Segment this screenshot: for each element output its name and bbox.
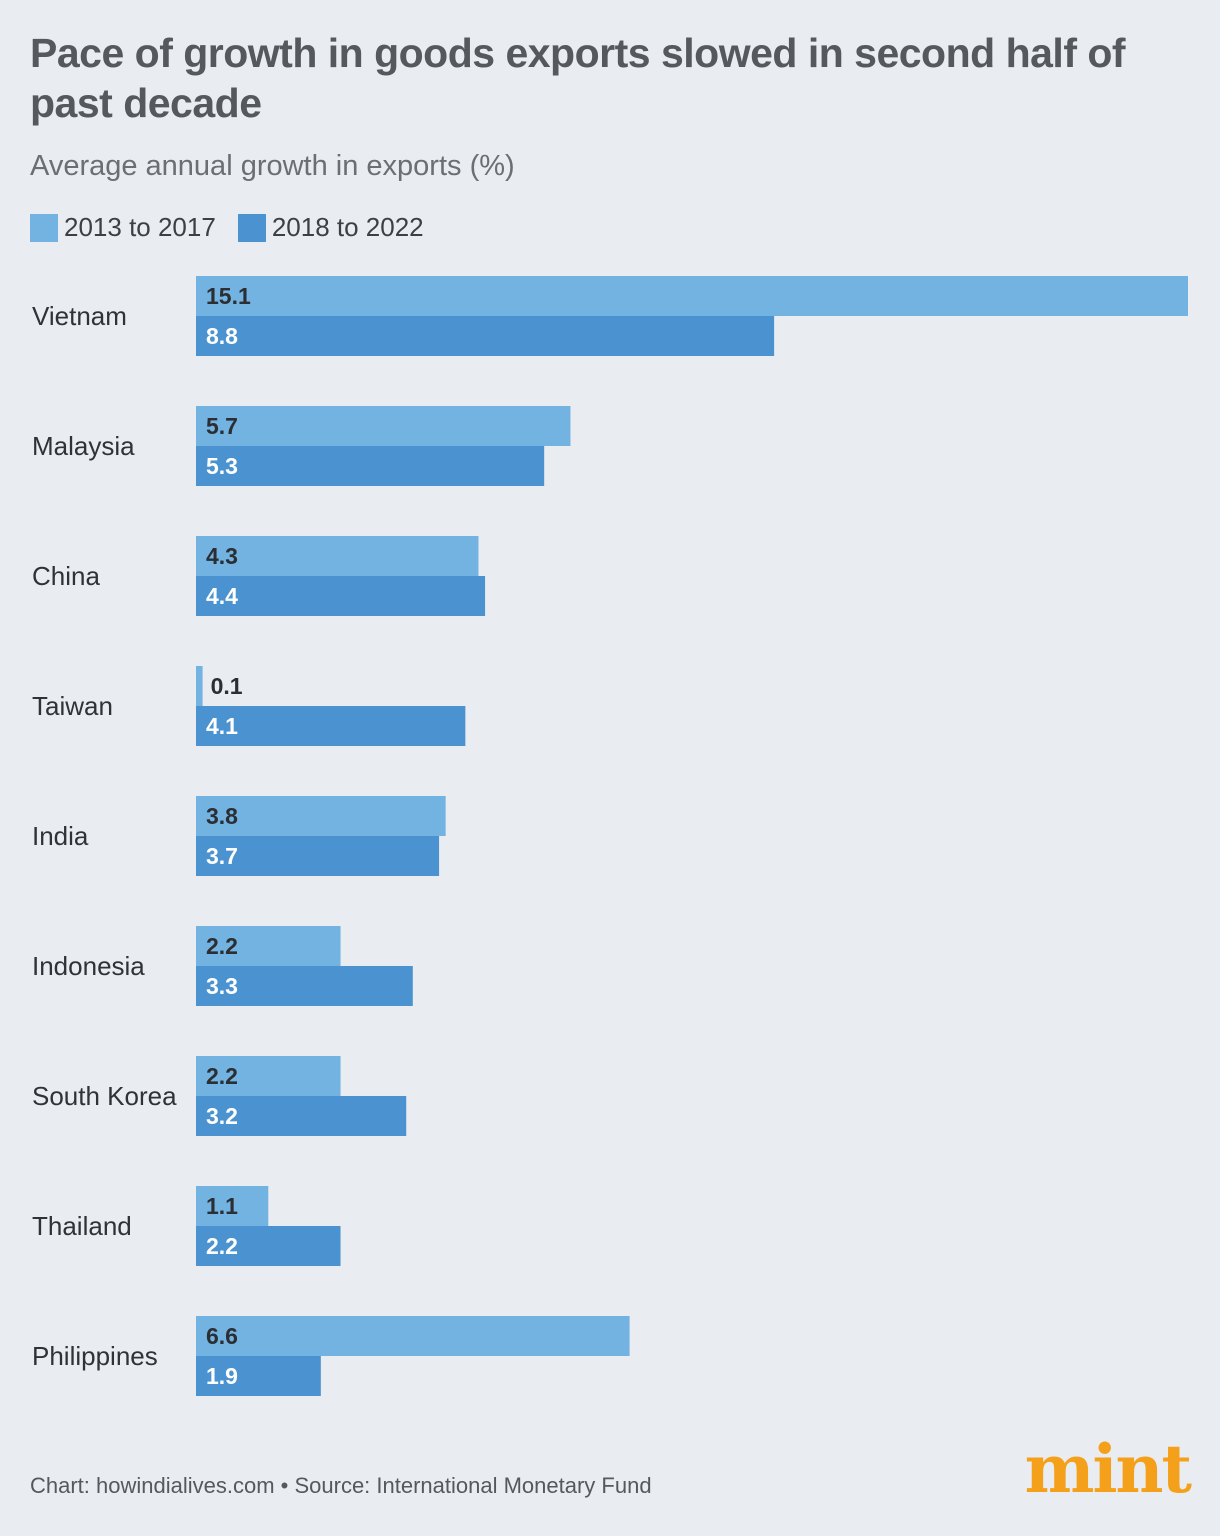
value-label-philippines-series-2: 1.9 <box>206 1363 238 1389</box>
bar-taiwan-series-2 <box>196 706 466 746</box>
mint-logo: mint <box>1024 1430 1192 1508</box>
bar-south-korea-series-2 <box>196 1096 407 1136</box>
category-label-india: India <box>32 821 89 851</box>
bar-south-korea-series-1 <box>196 1056 341 1096</box>
value-label-china-series-2: 4.4 <box>206 583 238 609</box>
value-label-vietnam-series-2: 8.8 <box>206 323 238 349</box>
bar-indonesia-series-2 <box>196 966 413 1006</box>
value-label-china-series-1: 4.3 <box>206 543 238 569</box>
legend-swatch-series-1 <box>30 213 58 242</box>
value-label-indonesia-series-1: 2.2 <box>206 933 238 959</box>
value-label-india-series-1: 3.8 <box>206 803 238 829</box>
category-label-vietnam: Vietnam <box>32 301 127 331</box>
category-label-indonesia: Indonesia <box>32 951 145 981</box>
bar-china-series-2 <box>196 576 486 616</box>
category-label-malaysia: Malaysia <box>32 431 135 461</box>
bar-vietnam-series-1 <box>196 276 1188 316</box>
bar-chart: Vietnam 15.1 8.8 Malaysia 5.7 5.3 China 4.3 4.4 T… <box>32 276 1188 1396</box>
value-label-thailand-series-1: 1.1 <box>206 1193 238 1219</box>
value-label-south-korea-series-2: 3.2 <box>206 1103 238 1129</box>
category-label-south-korea: South Korea <box>32 1081 177 1111</box>
value-label-thailand-series-2: 2.2 <box>206 1233 238 1259</box>
category-label-philippines: Philippines <box>32 1341 158 1371</box>
value-label-taiwan-series-2: 4.1 <box>206 713 238 739</box>
legend-label-series-1: 2013 to 2017 <box>64 212 216 242</box>
value-label-malaysia-series-2: 5.3 <box>206 453 238 479</box>
value-label-taiwan-series-1: 0.1 <box>211 673 243 699</box>
bar-india-series-1 <box>196 796 446 836</box>
value-label-indonesia-series-2: 3.3 <box>206 973 238 999</box>
category-label-taiwan: Taiwan <box>32 691 113 721</box>
value-label-vietnam-series-1: 15.1 <box>206 283 251 309</box>
value-label-south-korea-series-1: 2.2 <box>206 1063 238 1089</box>
bar-malaysia-series-1 <box>196 406 571 446</box>
value-label-malaysia-series-1: 5.7 <box>206 413 238 439</box>
legend-item-series-2: 2018 to 2022 <box>237 212 424 243</box>
value-label-india-series-2: 3.7 <box>206 843 238 869</box>
category-label-china: China <box>32 561 100 591</box>
legend-label-series-2: 2018 to 2022 <box>271 212 424 242</box>
value-label-philippines-series-1: 6.6 <box>206 1323 238 1349</box>
bar-malaysia-series-2 <box>196 446 545 486</box>
category-label-thailand: Thailand <box>32 1211 132 1241</box>
legend: 2013 to 2017 2018 to 2022 <box>30 212 446 243</box>
bar-china-series-1 <box>196 536 479 576</box>
bar-indonesia-series-1 <box>196 926 341 966</box>
bar-thailand-series-1 <box>196 1186 269 1226</box>
source-footer: Chart: howindialives.com • Source: Inter… <box>30 1473 652 1498</box>
bar-india-series-2 <box>196 836 440 876</box>
chart-subtitle: Average annual growth in exports (%) <box>30 150 515 182</box>
bar-taiwan-series-1 <box>196 666 203 706</box>
bar-philippines-series-1 <box>196 1316 630 1356</box>
legend-item-series-1: 2013 to 2017 <box>30 212 216 243</box>
bar-vietnam-series-2 <box>196 316 775 356</box>
chart-title: Pace of growth in goods exports slowed i… <box>30 30 1126 126</box>
bar-thailand-series-2 <box>196 1226 341 1266</box>
bar-philippines-series-2 <box>196 1356 321 1396</box>
legend-swatch-series-2 <box>237 213 266 242</box>
